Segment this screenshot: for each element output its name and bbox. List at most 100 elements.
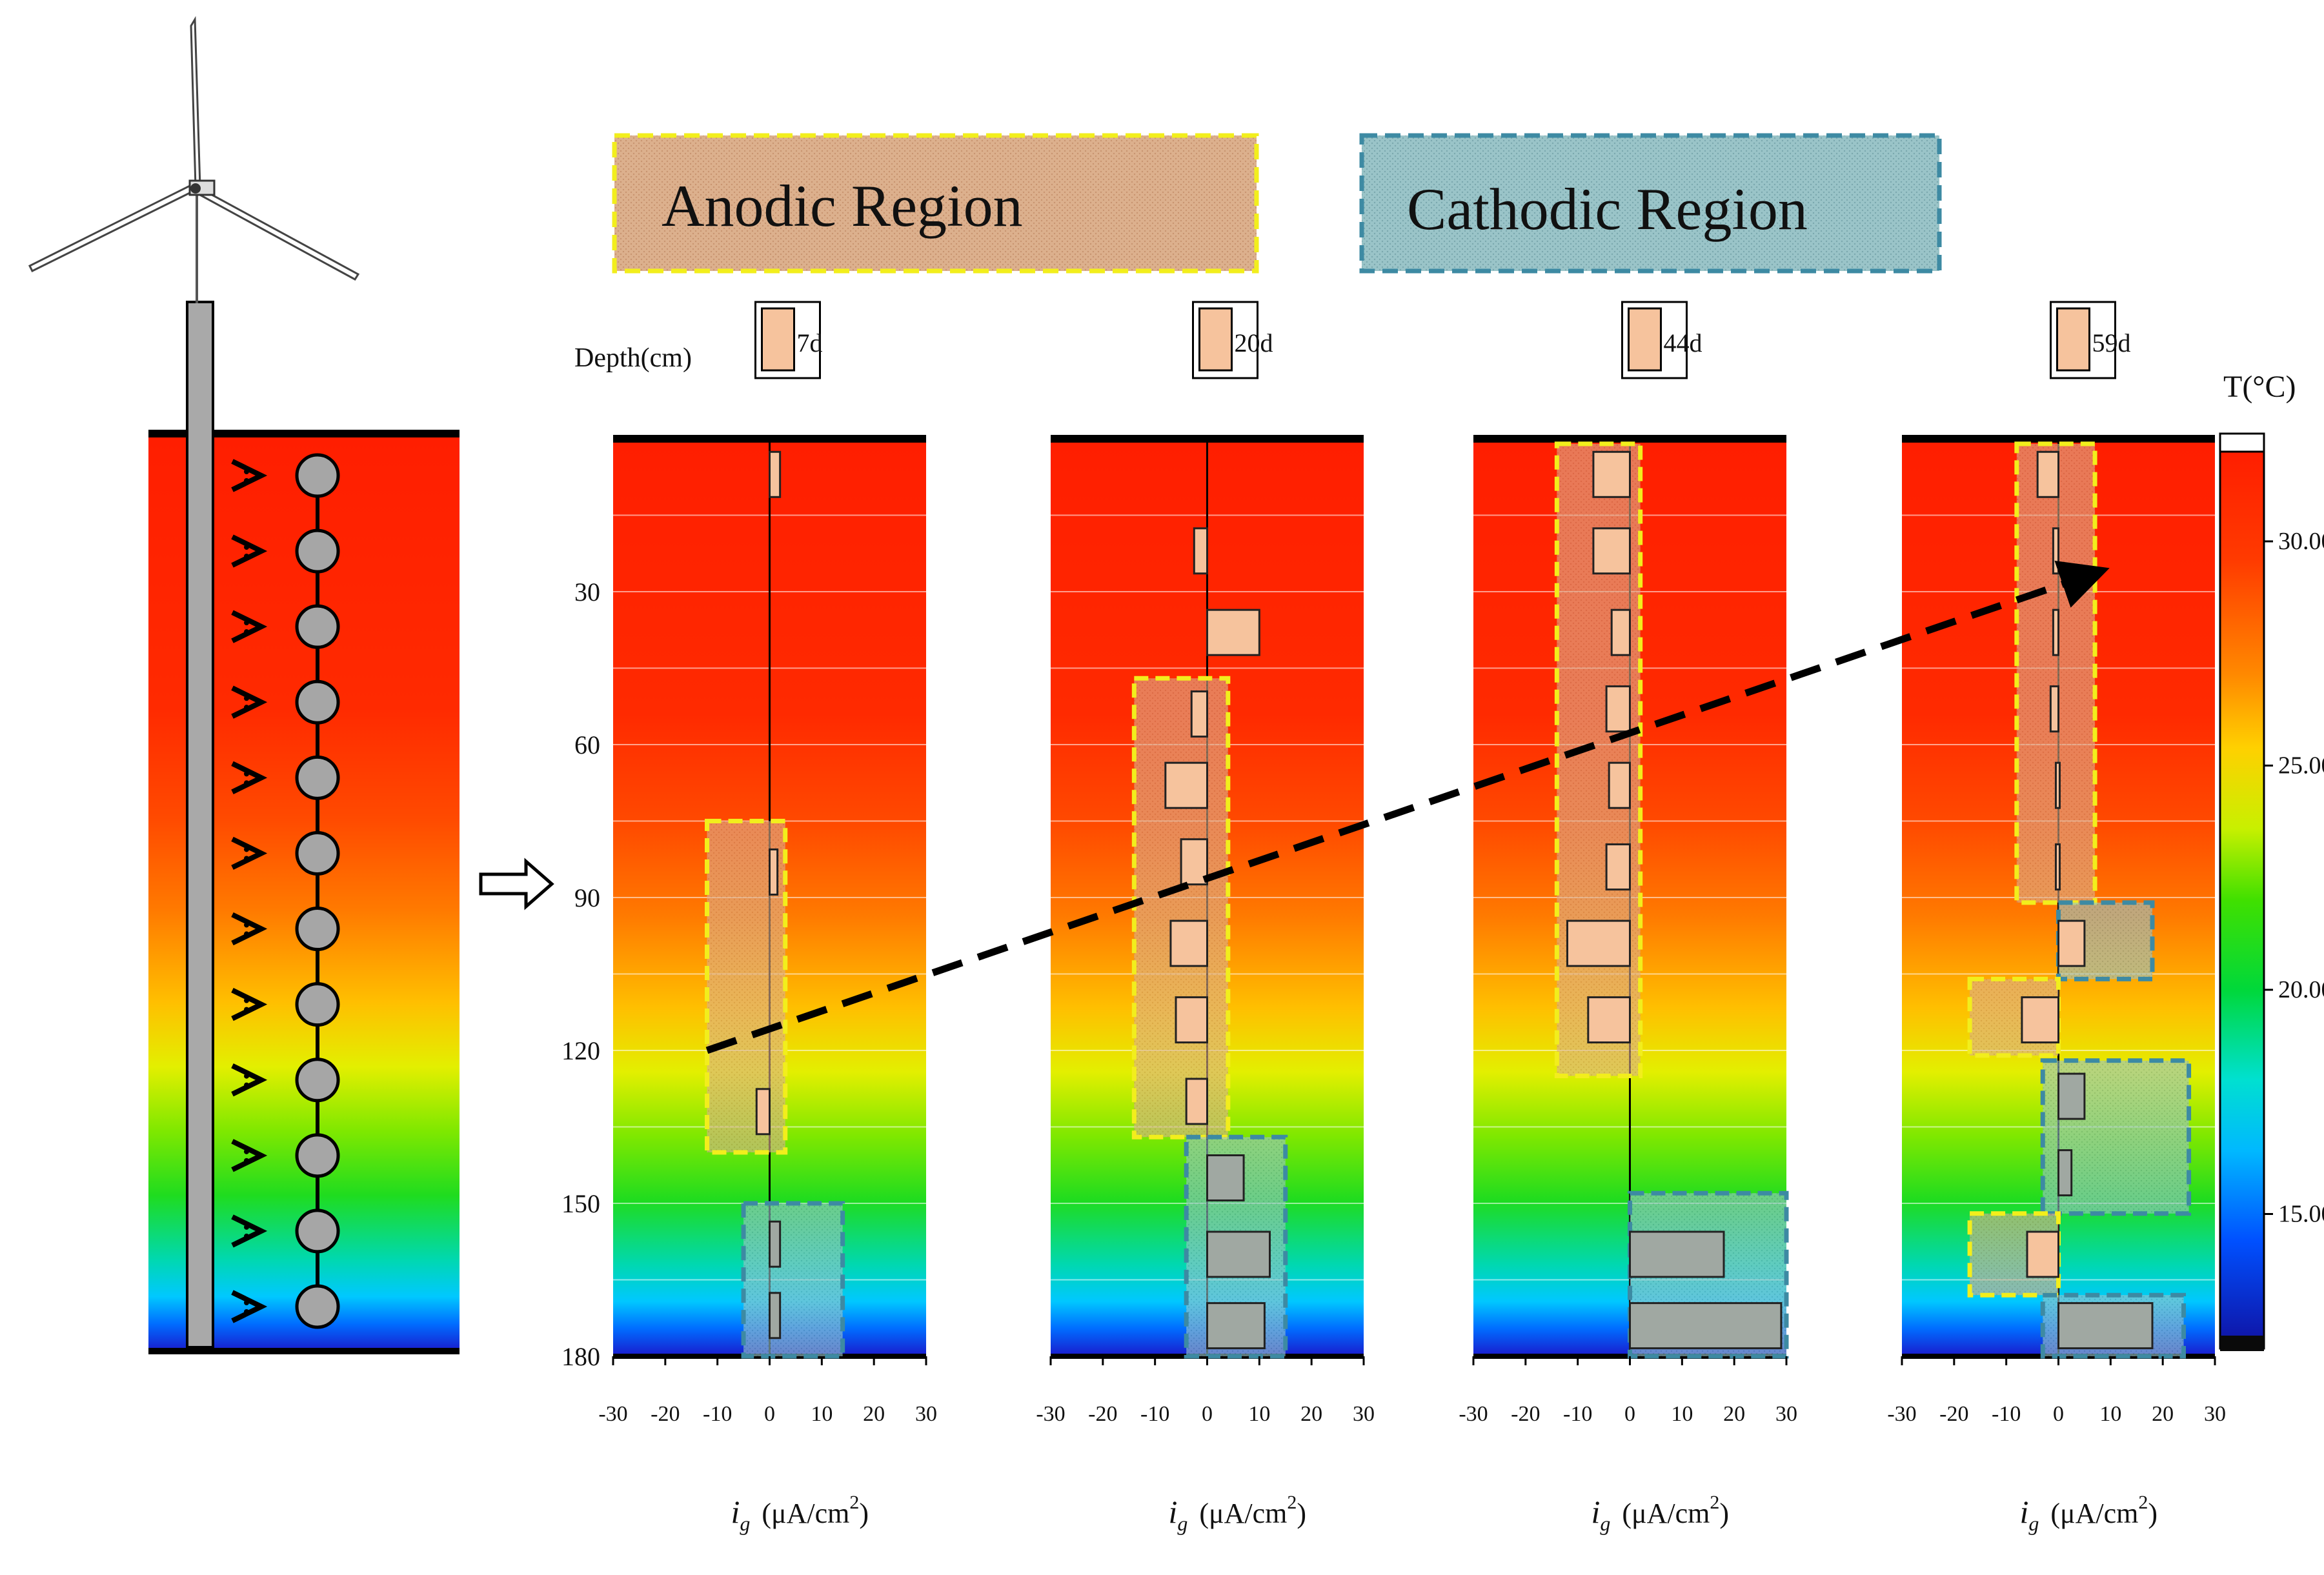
colorbar-ticks: 30.00 25.00 20.00 15.00: [2264, 528, 2324, 1228]
data-bar: [1206, 1302, 1266, 1350]
data-bar: [1592, 527, 1632, 575]
legend-cathodic: Cathodic Region: [1359, 133, 1942, 274]
flow-arrow-icon: [231, 1214, 268, 1248]
data-bar: [1605, 685, 1631, 733]
sensor-node: [295, 982, 340, 1027]
depth-ticks: 30 60 90 120 150 180: [561, 577, 600, 1371]
data-bar: [1185, 1078, 1208, 1125]
flow-arrow-icon: [231, 1063, 268, 1097]
colorbar-tick-label: 20.00: [2278, 976, 2324, 1003]
data-bar: [1190, 690, 1208, 738]
data-bar: [2057, 1302, 2154, 1350]
depth-tick-label: 180: [561, 1342, 600, 1371]
x-axis-label: ig (μA/cm2): [2020, 1492, 2158, 1535]
depth-tick-label: 150: [561, 1189, 600, 1218]
day-swatch: [2056, 307, 2090, 372]
data-bar: [2057, 1149, 2073, 1197]
data-bar: [1605, 843, 1631, 891]
depth-axis-label: Depth(cm): [574, 343, 692, 373]
panel-7d: 7d -30 -20 -10 0 10 20 30 ig (μA/cm2): [598, 301, 937, 1535]
data-bar: [2049, 685, 2059, 733]
x-tick-label: -30: [1036, 1402, 1065, 1426]
x-tick-label: 30: [2204, 1402, 2226, 1426]
sensor-node: [295, 1133, 340, 1178]
colorbar-top-cap: [2219, 432, 2265, 453]
anodic-region: [2014, 441, 2097, 905]
data-bar: [1193, 527, 1208, 575]
sensor-node: [295, 679, 340, 725]
data-bar: [2057, 1072, 2086, 1120]
colorbar-bottom-cap: [2220, 1336, 2264, 1351]
x-tick-label: -20: [1939, 1402, 1968, 1426]
depth-tick-label: 30: [574, 577, 600, 607]
data-bar: [1610, 608, 1631, 656]
day-label: 44d: [1664, 328, 1703, 357]
data-bar: [1629, 1230, 1725, 1278]
panel-59d: 59d -30 -20 -10 0 10 20 30 ig (μA/cm2): [1887, 301, 2226, 1535]
colorbar-tick-label: 25.00: [2278, 752, 2324, 779]
colorbar-tick-label: 30.00: [2278, 528, 2324, 555]
x-tick-label: 10: [1671, 1402, 1693, 1426]
data-bar: [2052, 608, 2060, 656]
sensor-string: [231, 453, 340, 1329]
x-tick-label: 10: [1248, 1402, 1270, 1426]
sensor-node: [295, 1209, 340, 1254]
depth-tick-label: 90: [574, 883, 600, 912]
data-bar: [1608, 761, 1632, 809]
data-bar: [769, 848, 779, 896]
x-tick-label: -10: [1992, 1402, 2021, 1426]
sensor-node: [295, 1284, 340, 1329]
x-tick-label: 0: [1202, 1402, 1213, 1426]
turbine-tower: [186, 301, 214, 1349]
x-tick-label: 30: [915, 1402, 937, 1426]
x-tick-label: 0: [2053, 1402, 2064, 1426]
sensor-node: [295, 453, 340, 498]
flow-arrow-icon: [231, 1290, 268, 1323]
x-tick-label: 20: [2152, 1402, 2174, 1426]
colorbar: T(°C) 30.00 25.00 20.00 15.00: [2219, 370, 2324, 1351]
x-tick-label: -30: [1887, 1402, 1916, 1426]
flow-arrow-icon: [231, 836, 268, 870]
data-bar: [1592, 450, 1632, 498]
data-bar: [2026, 1230, 2059, 1278]
x-tick-label: -10: [1140, 1402, 1169, 1426]
flow-arrow-icon: [231, 1139, 268, 1172]
data-bar: [2052, 527, 2060, 575]
anodic-region: [1131, 676, 1231, 1139]
data-bar: [1169, 919, 1208, 967]
x-tick-label: 30: [1353, 1402, 1375, 1426]
data-bar: [1629, 1302, 1783, 1350]
x-tick-label: 0: [764, 1402, 775, 1426]
day-swatch: [761, 307, 795, 372]
x-tick-label: 20: [863, 1402, 885, 1426]
data-bar: [2054, 761, 2061, 809]
data-bar: [1206, 1154, 1245, 1201]
flow-arrow-icon: [231, 459, 268, 492]
sensor-node: [295, 1058, 340, 1103]
data-bar: [769, 450, 782, 498]
x-tick-label: 30: [1775, 1402, 1797, 1426]
data-bar: [1206, 1230, 1271, 1278]
x-tick-label: 0: [1624, 1402, 1635, 1426]
colorbar-tick-label: 15.00: [2278, 1201, 2324, 1228]
legend-cathodic-label: Cathodic Region: [1407, 176, 1808, 242]
flow-arrow-icon: [231, 912, 268, 946]
day-label: 59d: [2092, 328, 2131, 357]
panel-44d: 44d -30 -20 -10 0 10 20 30 ig (μA/cm2): [1459, 301, 1797, 1535]
flow-arrow-icon: [231, 988, 268, 1021]
depth-tick-label: 60: [574, 730, 600, 759]
x-tick-label: -20: [1088, 1402, 1117, 1426]
data-bar: [1175, 996, 1208, 1044]
data-bar: [769, 1220, 782, 1268]
day-swatch: [1198, 307, 1233, 372]
day-label: 7d: [797, 328, 823, 357]
day-label-box: 44d: [1621, 301, 1703, 379]
x-tick-label: 10: [2099, 1402, 2121, 1426]
x-tick-label: -20: [651, 1402, 680, 1426]
data-bar: [1164, 761, 1209, 809]
sensor-node: [295, 528, 340, 574]
cathodic-region: [741, 1201, 845, 1359]
data-bar: [1206, 608, 1260, 656]
x-tick-label: -30: [1459, 1402, 1488, 1426]
data-bar: [2036, 450, 2060, 498]
